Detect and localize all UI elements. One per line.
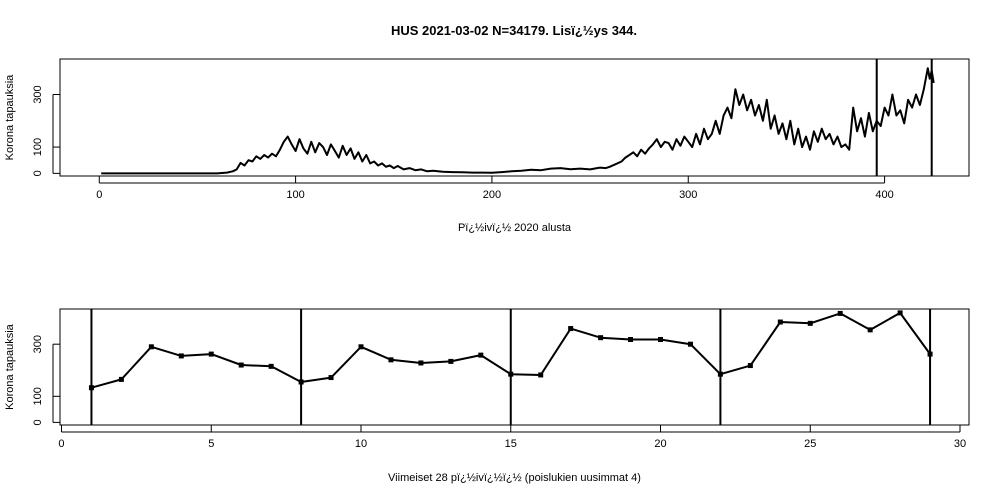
data-point [268, 363, 274, 369]
data-point [328, 375, 334, 381]
y-tick-label: 300 [32, 85, 44, 103]
plot-frame [59, 308, 970, 426]
data-point [208, 351, 214, 357]
data-point [358, 344, 364, 350]
x-tick-label: 0 [96, 189, 102, 201]
data-point [807, 320, 813, 326]
data-point [178, 353, 184, 359]
data-point [118, 376, 124, 382]
data-point [867, 327, 873, 333]
series-line [101, 67, 935, 175]
data-point [538, 372, 544, 378]
data-point [148, 344, 154, 350]
x-tick-label: 100 [286, 189, 304, 201]
y-tick-label: 100 [32, 387, 44, 405]
y-tick-label: 300 [32, 335, 44, 353]
x-axis-label: Pï¿½ivï¿½ 2020 alusta [458, 222, 572, 234]
x-tick-label: 30 [954, 438, 966, 450]
x-axis-label: Viimeiset 28 pï¿½ivï¿½ï¿½ (poislukien uu… [388, 472, 641, 484]
data-point [298, 379, 304, 385]
chart-title: HUS 2021-03-02 N=34179. Lisï¿½ys 344. [391, 23, 637, 38]
data-point [418, 360, 424, 366]
x-tick-label: 0 [58, 438, 64, 450]
x-tick-label: 200 [483, 189, 501, 201]
x-tick-label: 5 [208, 438, 214, 450]
y-axis-label: Korona tapauksia [4, 323, 16, 409]
x-tick-label: 20 [654, 438, 666, 450]
x-tick-label: 25 [804, 438, 816, 450]
x-tick-label: 300 [679, 189, 697, 201]
data-point [88, 385, 94, 391]
plot-frame [59, 58, 970, 177]
data-point [598, 335, 604, 341]
data-point [658, 336, 664, 342]
data-point [837, 310, 843, 316]
data-point [568, 326, 574, 332]
data-point [747, 363, 753, 369]
data-point [478, 352, 484, 358]
data-point [448, 358, 454, 364]
daily-cases-chart: 0 100 200 300 400 0 100 300 Pï¿½ivï¿½ 2020 alust… [4, 58, 970, 234]
data-point [508, 371, 514, 377]
data-point [717, 371, 723, 377]
data-point [238, 362, 244, 368]
data-point [687, 341, 693, 347]
data-point [897, 310, 903, 316]
y-axis-label: Korona tapauksia [4, 74, 16, 160]
x-tick-label: 15 [505, 438, 517, 450]
x-tick-label: 400 [875, 189, 893, 201]
x-tick-label: 10 [355, 438, 367, 450]
data-point [927, 351, 933, 357]
y-tick-label: 100 [32, 138, 44, 156]
y-tick-label: 0 [32, 170, 44, 176]
data-point [388, 357, 394, 363]
y-tick-label: 0 [32, 419, 44, 425]
data-point [777, 319, 783, 325]
data-point [628, 336, 634, 342]
